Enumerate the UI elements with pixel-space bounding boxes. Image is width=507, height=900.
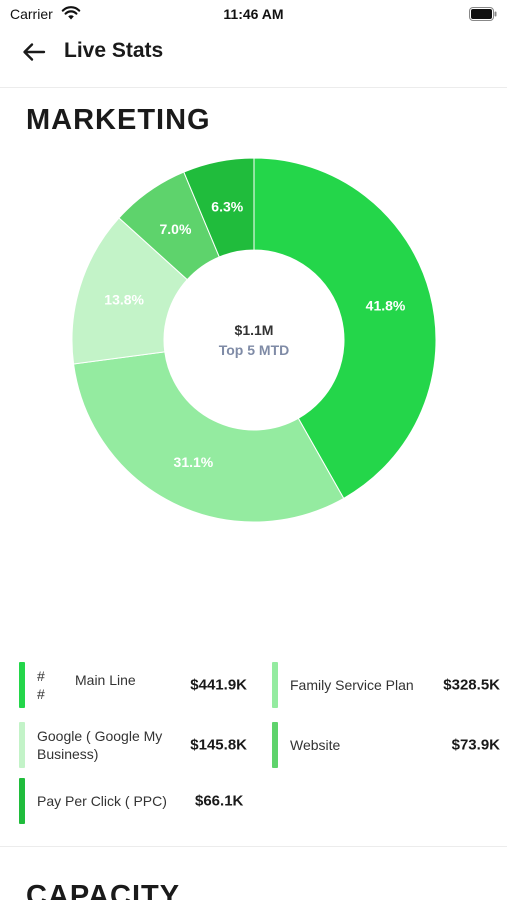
legend-label-line1: Google ( Google My (37, 728, 163, 744)
legend-prefix: # # (37, 667, 61, 703)
legend-prefix-top: # (37, 668, 45, 684)
donut-slice-1[interactable] (73, 351, 345, 523)
section-divider (0, 846, 507, 847)
slice-percent-label-3: 7.0% (159, 221, 191, 237)
legend-value: $73.9K (451, 736, 500, 754)
status-time: 11:46 AM (223, 6, 284, 22)
chart-center-value: $1.1M (235, 322, 274, 338)
legend-value: $328.5K (443, 676, 500, 694)
next-section-title: CAPACITY (26, 880, 181, 900)
section-title: MARKETING (26, 104, 211, 136)
legend-item-family-service-plan[interactable]: Family Service Plan $328.5K (272, 662, 500, 708)
carrier-label: Carrier (10, 6, 53, 22)
slice-percent-label-4: 6.3% (211, 199, 243, 215)
legend-value: $145.8K (190, 736, 247, 754)
marketing-donut-chart: 41.8% 31.1% 13.8% 7.0% 6.3% $1.1M Top 5 MTD (0, 140, 507, 540)
battery-icon (469, 7, 497, 21)
legend-item-main-line[interactable]: # # Main Line $441.9K (19, 662, 249, 708)
back-button[interactable] (18, 38, 50, 66)
wifi-icon (61, 6, 81, 20)
legend-value: $66.1K (195, 792, 244, 810)
legend-label: Website (290, 737, 341, 753)
slice-percent-label-1: 31.1% (174, 454, 214, 470)
legend-item-website[interactable]: Website $73.9K (272, 722, 500, 768)
legend-color-swatch (19, 722, 25, 768)
page-title: Live Stats (64, 39, 164, 62)
donut-slice-0[interactable] (253, 157, 437, 500)
chart-center-label: Top 5 MTD (219, 342, 290, 358)
legend-color-swatch (19, 778, 25, 824)
legend-item-google[interactable]: Google ( Google My Business) $145.8K (19, 722, 249, 768)
nav-bar: Live Stats (0, 30, 507, 88)
slice-percent-label-2: 13.8% (104, 292, 144, 308)
legend-color-swatch (19, 662, 25, 708)
legend-color-swatch (272, 662, 278, 708)
donut-chart-svg: 41.8% 31.1% 13.8% 7.0% 6.3% $1.1M Top 5 MTD (71, 157, 437, 523)
donut-slice-2[interactable] (71, 217, 188, 365)
legend-label: Pay Per Click ( PPC) (37, 793, 167, 809)
legend-label: Google ( Google My Business) (37, 727, 162, 763)
legend-prefix-bottom: # (37, 686, 45, 702)
legend-color-swatch (272, 722, 278, 768)
donut-slice-4[interactable] (183, 157, 255, 258)
legend-item-pay-per-click[interactable]: Pay Per Click ( PPC) $66.1K (19, 778, 249, 824)
arrow-left-icon (23, 43, 46, 61)
slice-percent-label-0: 41.8% (366, 297, 406, 313)
legend-value: $441.9K (190, 676, 247, 694)
legend-label: Main Line (75, 672, 136, 688)
legend-label-line2: Business) (37, 746, 99, 762)
status-bar: Carrier 11:46 AM (0, 0, 507, 28)
legend-label: Family Service Plan (290, 677, 414, 693)
